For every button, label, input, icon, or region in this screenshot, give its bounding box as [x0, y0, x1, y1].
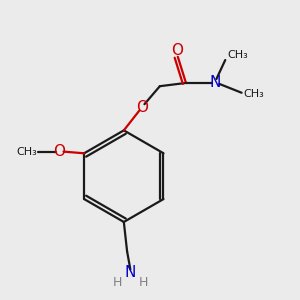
Text: H: H — [112, 276, 122, 289]
Text: CH₃: CH₃ — [16, 147, 37, 157]
Text: N: N — [210, 75, 221, 90]
Text: N: N — [125, 265, 136, 280]
Text: CH₃: CH₃ — [227, 50, 248, 60]
Text: H: H — [139, 276, 148, 289]
Text: O: O — [54, 144, 66, 159]
Text: CH₃: CH₃ — [243, 89, 264, 99]
Text: O: O — [136, 100, 148, 115]
Text: O: O — [171, 43, 183, 58]
